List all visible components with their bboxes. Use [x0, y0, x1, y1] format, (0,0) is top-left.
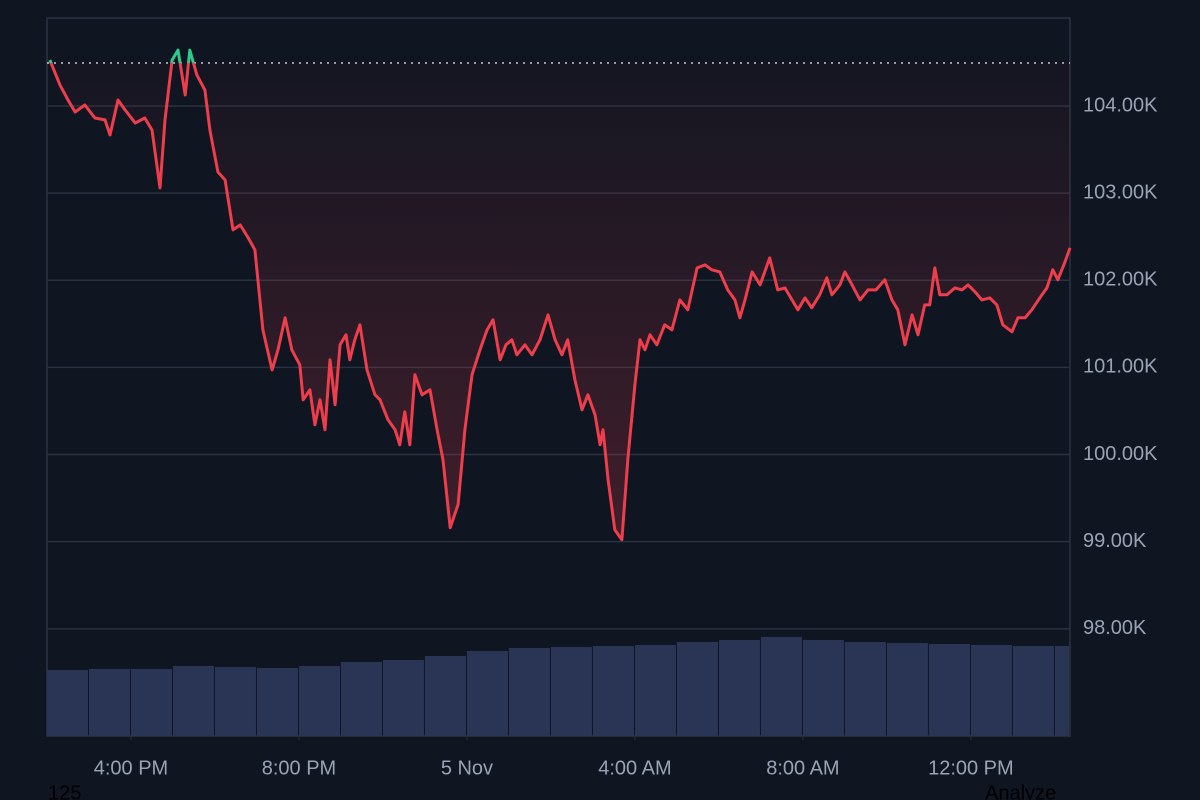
x-tick-label: 12:00 PM: [928, 757, 1014, 779]
volume-bar: [550, 647, 592, 736]
volume-bar: [1012, 646, 1054, 736]
x-tick-label: 8:00 AM: [766, 757, 839, 779]
volume-bar: [466, 651, 508, 736]
y-tick-label: 100.00K: [1083, 443, 1158, 465]
volume-bar: [340, 662, 382, 736]
volume-bar: [970, 645, 1012, 736]
volume-bar: [634, 645, 676, 736]
volume-bar: [298, 666, 340, 736]
y-tick-label: 101.00K: [1083, 356, 1158, 378]
volume-bar: [592, 646, 634, 736]
price-line: [49, 63, 1072, 542]
volume-bar: [802, 640, 844, 736]
volume-bar: [214, 667, 256, 736]
volume-bar: [718, 640, 760, 736]
area: [49, 63, 1070, 540]
x-tick-label: 8:00 PM: [262, 757, 336, 779]
volume-bar: [47, 670, 88, 736]
y-tick-label: 103.00K: [1083, 181, 1158, 203]
volume-bar: [88, 669, 130, 736]
footer-right: Analyze: [985, 782, 1056, 800]
volume-bar: [130, 669, 172, 736]
volume-bar: [382, 660, 424, 736]
volume-bar: [928, 644, 970, 736]
volume-bar: [172, 666, 214, 736]
y-tick-label: 99.00K: [1083, 530, 1147, 552]
volume-bar: [886, 643, 928, 736]
y-tick-label: 98.00K: [1083, 617, 1147, 639]
volume-bar: [508, 648, 550, 736]
volume-bar: [760, 637, 802, 736]
footer-left: 125: [48, 782, 81, 800]
y-tick-label: 104.00K: [1083, 94, 1158, 116]
volume-bar: [424, 656, 466, 736]
x-tick-label: 5 Nov: [441, 757, 493, 779]
x-tick-label: 4:00 AM: [598, 757, 671, 779]
x-tick-label: 4:00 PM: [94, 757, 168, 779]
volume-bar: [844, 642, 886, 736]
volume-bar: [256, 668, 298, 736]
volume-bar: [676, 642, 718, 736]
y-tick-label: 102.00K: [1083, 269, 1158, 291]
volume-bar: [1054, 646, 1069, 736]
